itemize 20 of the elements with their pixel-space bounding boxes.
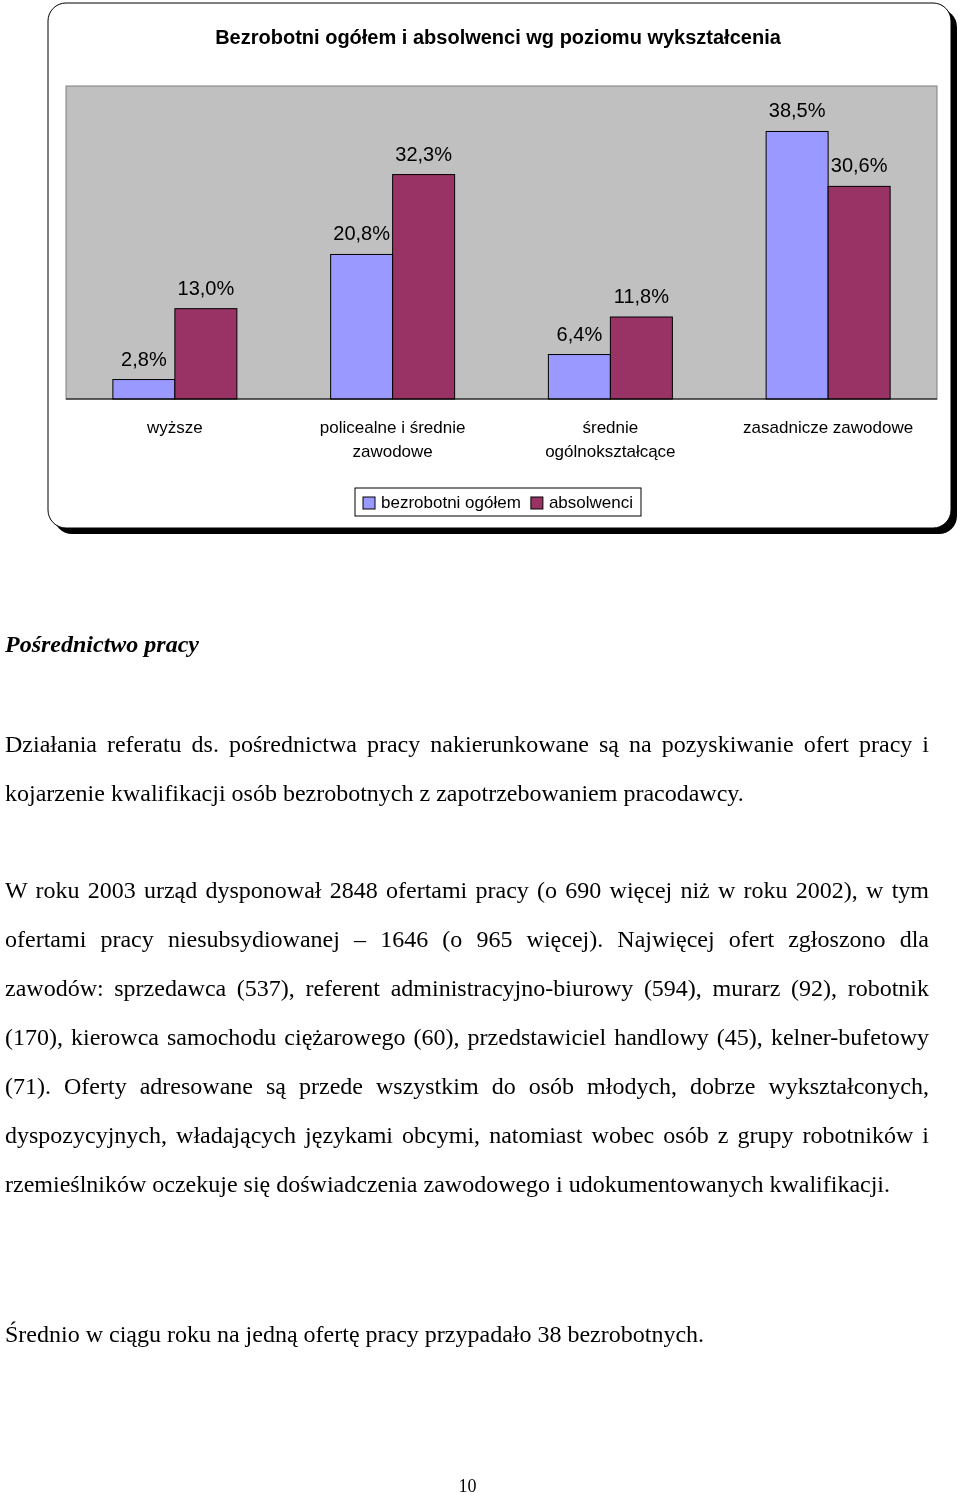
x-tick-label: policealne i średnie zawodowe (319, 418, 466, 461)
data-label: 2,8% (121, 347, 167, 370)
data-label: 30,6% (830, 154, 888, 177)
legend-label: absolwenci (548, 493, 633, 512)
data-label: 11,8% (613, 285, 670, 308)
x-tick-label: zasadnicze zawodowe (743, 418, 914, 437)
text: Pośrednictwo pracy (5, 630, 200, 659)
x-tick-label: wyższe (146, 418, 203, 437)
data-label: 32,3% (395, 142, 453, 165)
text: 10 (457, 1475, 478, 1493)
data-label: 38,5% (768, 99, 826, 122)
data-label: 20,8% (333, 222, 391, 245)
chart-title: Bezrobotni ogółem i absolwenci wg poziomu wykształcenia (215, 26, 782, 48)
x-tick-label: średnie ogólnokształcące (545, 418, 676, 461)
data-label: 13,0% (177, 276, 235, 299)
data-label: 6,4% (556, 322, 603, 345)
text: Średnio w ciągu roku na jedną ofertę pracy przypadało 38 bezrobotnych. (5, 1320, 706, 1349)
text: W roku 2003 urząd dysponował 2848 ofertami pracy (o 690 więcej niż w roku 2002), w tym ofertami pracy niesubsydiowanej – 1646 (o 965 więcej). Najwięcej ofert zgłoszono dla zawodów: sprzedawca (537), referent administracyjno-biurowy (594), murarz (92), robotnik (170), kierowca samochodu ciężarowego (60), przedstawiciel handlowy (45), kelner-bufetowy (71). Oferty adresowane są przede wszystkim do osób młodych, dobrze wykształconych, dyspozycyjnych, władających językami obcymi, natomiast wobec osób z grupy robotników i rzemieślników oczekuje się doświadczenia zawodowego i udokumentowanych kwalifikacji. (5, 876, 929, 1199)
text: Działania referatu ds. pośrednictwa pracy nakierunkowane są na pozyskiwanie ofert pracy i kojarzenie kwalifikacji osób bezrobotnych z zapotrzebowaniem pracodawcy. (5, 730, 929, 808)
legend-label: bezrobotni ogółem (381, 493, 521, 512)
